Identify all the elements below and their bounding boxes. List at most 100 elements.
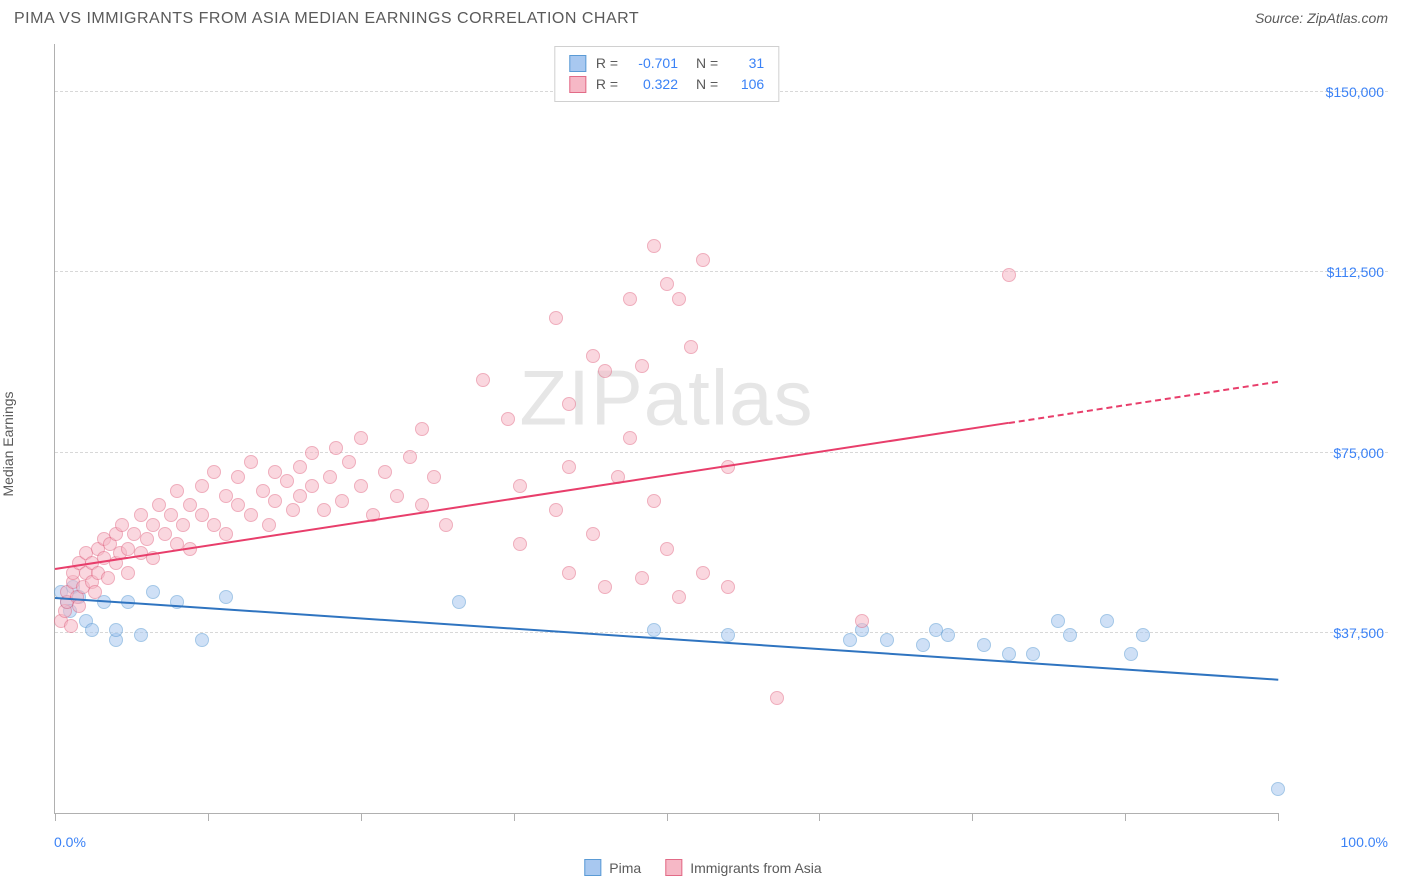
x-tick [208,813,209,821]
scatter-point [1063,628,1077,642]
scatter-point [501,412,515,426]
scatter-point [843,633,857,647]
scatter-point [660,542,674,556]
x-tick [55,813,56,821]
scatter-point [1100,614,1114,628]
scatter-point [140,532,154,546]
scatter-point [1051,614,1065,628]
scatter-point [72,599,86,613]
scatter-point [513,537,527,551]
scatter-point [635,359,649,373]
scatter-point [115,518,129,532]
chart-header: PIMA VS IMMIGRANTS FROM ASIA MEDIAN EARN… [0,0,1406,34]
scatter-point [323,470,337,484]
scatter-point [219,489,233,503]
scatter-point [342,455,356,469]
scatter-point [916,638,930,652]
scatter-point [390,489,404,503]
scatter-point [207,465,221,479]
scatter-point [164,508,178,522]
scatter-point [244,455,258,469]
stat-row: R =0.322N =106 [569,74,764,95]
stat-n-label: N = [696,74,718,95]
series-swatch [569,55,586,72]
y-tick-label: $112,500 [1284,264,1384,280]
x-tick [819,813,820,821]
x-tick [1278,813,1279,821]
scatter-point [452,595,466,609]
scatter-point [977,638,991,652]
scatter-point [635,571,649,585]
scatter-point [219,590,233,604]
scatter-point [354,431,368,445]
scatter-point [183,498,197,512]
scatter-point [317,503,331,517]
scatter-point [672,292,686,306]
scatter-point [146,518,160,532]
scatter-point [586,349,600,363]
y-tick-label: $75,000 [1284,445,1384,461]
scatter-point [207,518,221,532]
stat-n-value: 31 [728,53,764,74]
scatter-point [134,628,148,642]
trend-line [1009,380,1278,423]
scatter-point [1124,647,1138,661]
scatter-point [195,508,209,522]
legend-label: Immigrants from Asia [690,860,821,876]
x-tick [1125,813,1126,821]
scatter-point [549,503,563,517]
stat-r-value: -0.701 [628,53,678,74]
scatter-point [378,465,392,479]
scatter-point [562,460,576,474]
scatter-point [305,446,319,460]
scatter-point [1026,647,1040,661]
scatter-point [562,566,576,580]
x-tick [361,813,362,821]
legend-swatch [665,859,682,876]
scatter-point [329,441,343,455]
scatter-point [286,503,300,517]
scatter-point [880,633,894,647]
scatter-point [598,364,612,378]
scatter-point [439,518,453,532]
scatter-point [101,571,115,585]
scatter-point [513,479,527,493]
series-swatch [569,76,586,93]
legend-swatch [584,859,601,876]
scatter-point [293,460,307,474]
trend-line [55,597,1278,681]
scatter-point [146,585,160,599]
x-tick [514,813,515,821]
scatter-point [721,580,735,594]
scatter-point [403,450,417,464]
scatter-point [256,484,270,498]
scatter-point [770,691,784,705]
scatter-point [335,494,349,508]
scatter-point [855,614,869,628]
scatter-point [562,397,576,411]
x-axis-max-label: 100.0% [1341,834,1388,850]
scatter-point [672,590,686,604]
scatter-point [280,474,294,488]
scatter-point [268,494,282,508]
x-axis-min-label: 0.0% [54,834,86,850]
scatter-point [586,527,600,541]
scatter-point [721,628,735,642]
chart-source: Source: ZipAtlas.com [1255,10,1388,26]
scatter-point [427,470,441,484]
scatter-point [219,527,233,541]
scatter-point [684,340,698,354]
legend-item: Pima [584,859,641,876]
stat-r-label: R = [596,53,618,74]
scatter-plot: ZIPatlas $37,500$75,000$112,500$150,000R… [54,44,1278,814]
scatter-point [941,628,955,642]
scatter-point [109,623,123,637]
stat-r-label: R = [596,74,618,95]
scatter-point [195,479,209,493]
scatter-point [231,498,245,512]
scatter-point [623,431,637,445]
scatter-point [476,373,490,387]
scatter-point [1002,647,1016,661]
y-axis-label: Median Earnings [0,391,16,496]
chart-container: Median Earnings ZIPatlas $37,500$75,000$… [14,44,1388,844]
